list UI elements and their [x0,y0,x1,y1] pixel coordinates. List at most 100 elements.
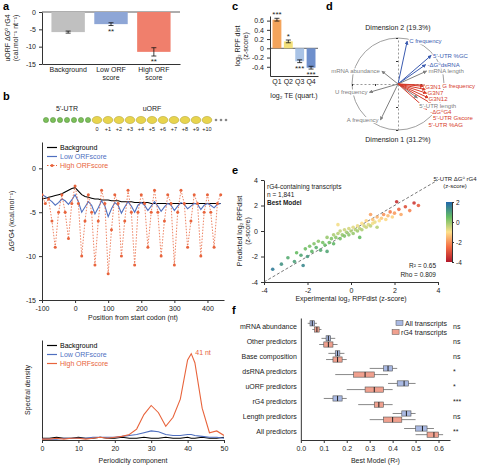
axis-line [264,181,265,283]
tick: -10 [26,43,42,50]
legend-label: Low ORFscore [60,153,107,160]
annotation: 41 nt [195,349,211,356]
point [213,246,216,249]
error-bar [309,66,314,69]
tick [352,84,353,86]
label-patch [419,103,457,109]
tick: 10 [75,440,83,452]
label-patch [433,53,469,59]
point [90,211,93,214]
codon-bead [125,116,135,123]
point [60,193,63,196]
label-patch [430,109,453,115]
tick-mark [439,440,440,443]
plot-marks [308,321,443,438]
point [319,248,323,252]
series-line [42,195,221,217]
median [312,321,313,326]
tick: 0.6 [434,440,444,452]
tick-label: 0.5 [411,445,421,452]
utr-bead [64,117,69,122]
tick-mark [351,282,352,285]
statistic: Rho = 0.809 [400,271,436,278]
x-title: Dimension 1 (31.2%) [365,136,430,144]
error-stem [111,23,112,26]
tick-label: 50 [221,445,229,452]
utr-bead [78,117,83,122]
ellipsis-dot [215,119,218,122]
median [406,411,407,416]
x-title: Position from start codon (nt) [88,314,178,322]
variable-label: 5'-UTR %AG [429,122,464,128]
legend-swatch [392,330,399,335]
point [103,202,106,205]
tick-label: -2 [456,239,462,246]
tick-mark [224,440,225,443]
tick: 2 [452,199,460,206]
tick-label: 0.1 [319,445,329,452]
point [127,189,130,192]
tick: 40 [184,440,192,452]
legend-swatch [51,164,54,167]
error-bar [66,31,71,33]
label-patch [442,83,476,89]
tick-mark [39,47,42,48]
significance: ns [453,323,461,330]
legend-swatch [47,165,57,166]
point [133,263,136,266]
ellipsis-dot [220,119,223,122]
panel-letter: c [232,0,238,12]
box [315,327,320,332]
panel-letter: f [232,304,236,316]
variable-label: -ΔG⁰G4 [430,109,452,115]
median [316,327,317,332]
point [219,193,222,196]
axis-line [452,203,453,263]
tick: Background [49,64,86,74]
tick: 100 [103,300,115,312]
point [150,211,153,214]
median [378,402,379,407]
x-title: Periodicity component [99,457,168,465]
point [183,202,186,205]
tick [396,38,398,39]
bar [284,41,293,48]
point [308,245,312,249]
panel: 01020304050BackgroundLow ORFscoreHigh OR… [24,341,228,466]
identity-line [264,180,438,282]
x-axis: -4-2024 [261,282,440,294]
box [397,381,408,386]
tick-mark [261,257,264,258]
tick-mark [452,242,454,243]
y-axis [42,341,43,441]
tick-label: -2 [252,253,258,260]
tick-mark [78,440,79,443]
point [123,220,126,223]
tick-mark [39,300,42,301]
label-patch [433,115,474,121]
tick-mark [261,180,264,181]
error-cap [297,59,302,60]
tick-label: 200 [136,305,148,312]
tick-label: 0 [41,445,45,452]
series-line [42,186,221,274]
statistic: R² = 0.65 [409,262,436,269]
point [203,211,206,214]
tick-label: -4 [456,259,462,266]
label-patch [346,117,379,123]
median [337,357,338,362]
point [87,193,90,196]
tick-label: -15 [26,297,36,304]
median [433,432,434,437]
bar [51,12,84,32]
point [120,255,123,258]
panel: dDimension 2 (19.3%)Dimension 1 (31.2%)C… [326,0,476,144]
tick-label: 0.2 [342,445,352,452]
median [374,387,375,392]
series-line [42,188,221,204]
point [80,255,83,258]
error-stem [299,60,300,63]
variable-label: 5'-UTR length [419,103,456,109]
tick-label: -0.2 [252,54,264,61]
tick: -100 [35,300,49,312]
